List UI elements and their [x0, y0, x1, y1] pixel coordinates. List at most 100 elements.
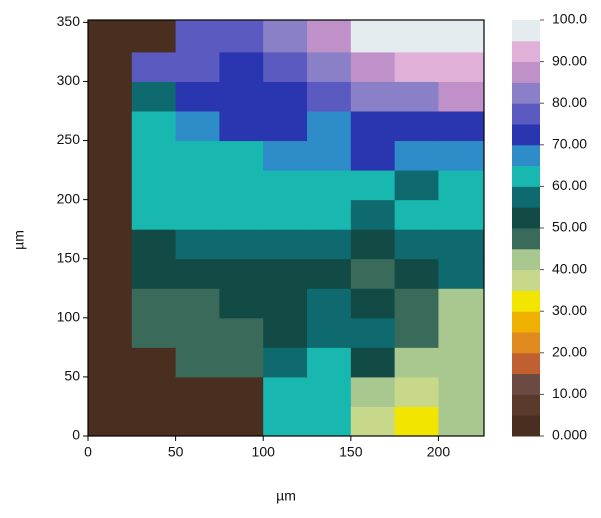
colorbar-band	[512, 144, 540, 167]
heatmap-cell	[131, 22, 177, 53]
heatmap-cell	[263, 51, 308, 82]
heatmap-cell	[394, 406, 439, 436]
heatmap-cell	[307, 317, 352, 348]
heatmap-cell	[394, 81, 439, 112]
heatmap-cell	[350, 347, 396, 378]
colorbar-tick-label: 70.00	[552, 136, 587, 152]
heatmap-cell	[307, 170, 352, 201]
heatmap-cell	[394, 22, 439, 53]
y-tick-label: 250	[57, 131, 81, 147]
heatmap-cell	[394, 317, 439, 348]
heatmap-cell	[263, 81, 308, 112]
heatmap-cell	[394, 20, 439, 23]
heatmap-cell	[482, 229, 484, 260]
heatmap-cell	[307, 111, 352, 142]
heatmap-cell	[219, 199, 264, 230]
colorbar-tick-label: 60.00	[552, 177, 587, 193]
heatmap-cell	[394, 51, 439, 82]
heatmap-cell	[438, 258, 483, 289]
heatmap-cell	[263, 111, 308, 142]
heatmap-cell	[88, 199, 133, 230]
heatmap-cell	[438, 376, 483, 407]
colorbar-band	[512, 186, 540, 208]
heatmap-cell	[307, 347, 352, 378]
heatmap-cell	[394, 258, 439, 289]
heatmap-cell	[482, 376, 484, 407]
heatmap-cell	[131, 170, 177, 201]
heatmap-cell	[438, 51, 483, 82]
heatmap-cell	[131, 376, 177, 407]
y-tick-label: 100	[57, 309, 81, 325]
heatmap-cell	[438, 20, 483, 23]
heatmap-cell	[350, 258, 396, 289]
heatmap-cell	[350, 140, 396, 171]
colorbar-tick-label: 40.00	[552, 260, 587, 276]
colorbar-tick-label: 50.00	[552, 219, 587, 235]
heatmap-cell	[219, 288, 264, 319]
colorbar-band	[512, 40, 540, 63]
heatmap-cell	[307, 22, 352, 53]
heatmap-cell	[350, 288, 396, 319]
colorbar-band	[512, 165, 540, 187]
heatmap-cell	[394, 170, 439, 201]
heatmap-cell	[438, 22, 483, 53]
heatmap-cell	[219, 51, 264, 82]
heatmap-cell	[263, 258, 308, 289]
heatmap-cell	[394, 347, 439, 378]
x-tick-label: 50	[168, 444, 184, 460]
colorbar-band	[512, 290, 540, 312]
heatmap-cell	[131, 81, 177, 112]
heatmap-cell	[350, 51, 396, 82]
heatmap-cell	[175, 376, 220, 407]
heatmap-cell	[350, 199, 396, 230]
heatmap-cell	[88, 81, 133, 112]
y-tick-label: 150	[57, 249, 81, 265]
heatmap-cell	[88, 170, 133, 201]
colorbar-band	[512, 61, 540, 83]
heatmap-cell	[88, 20, 133, 23]
heatmap-cell	[482, 199, 484, 230]
heatmap-cell	[175, 81, 220, 112]
heatmap-cell	[482, 258, 484, 289]
heatmap-cell	[219, 376, 264, 407]
colorbar-band	[512, 332, 540, 354]
heatmap-cell	[175, 140, 220, 171]
heatmap-cell	[88, 317, 133, 348]
heatmap-cell	[394, 288, 439, 319]
heatmap-cell	[88, 406, 133, 436]
heatmap-cell	[307, 20, 352, 23]
heatmap-cell	[263, 170, 308, 201]
x-tick-label: 100	[252, 444, 276, 460]
colorbar-band	[512, 269, 540, 291]
y-tick-label: 200	[57, 190, 81, 206]
heatmap-cell	[263, 288, 308, 319]
heatmap-cell	[131, 199, 177, 230]
colorbar-band	[512, 228, 540, 250]
heatmap-cell	[263, 20, 308, 23]
heatmap-cell	[263, 140, 308, 171]
heatmap-cell	[175, 406, 220, 436]
heatmap-cell	[131, 20, 177, 23]
heatmap-cell	[88, 376, 133, 407]
colorbar-band	[512, 103, 540, 125]
heatmap-cell	[394, 376, 439, 407]
heatmap-cell	[263, 406, 308, 436]
heatmap-cell	[131, 51, 177, 82]
x-tick-label: 200	[427, 444, 451, 460]
heatmap-cell	[175, 111, 220, 142]
heatmap-cell	[438, 111, 483, 142]
heatmap-cell	[131, 288, 177, 319]
heatmap-cell	[88, 258, 133, 289]
colorbar-tick-label: 80.00	[552, 94, 587, 110]
heatmap-cell	[175, 51, 220, 82]
y-axis-title: µm	[11, 230, 27, 250]
colorbar-band	[512, 20, 540, 42]
colorbar-tick-label: 0.000	[552, 427, 587, 443]
heatmap-cell	[175, 20, 220, 23]
heatmap-cell	[263, 229, 308, 260]
heatmap-cell	[482, 20, 484, 23]
heatmap-cell	[131, 347, 177, 378]
heatmap-cell	[263, 22, 308, 53]
heatmap-cell	[394, 199, 439, 230]
